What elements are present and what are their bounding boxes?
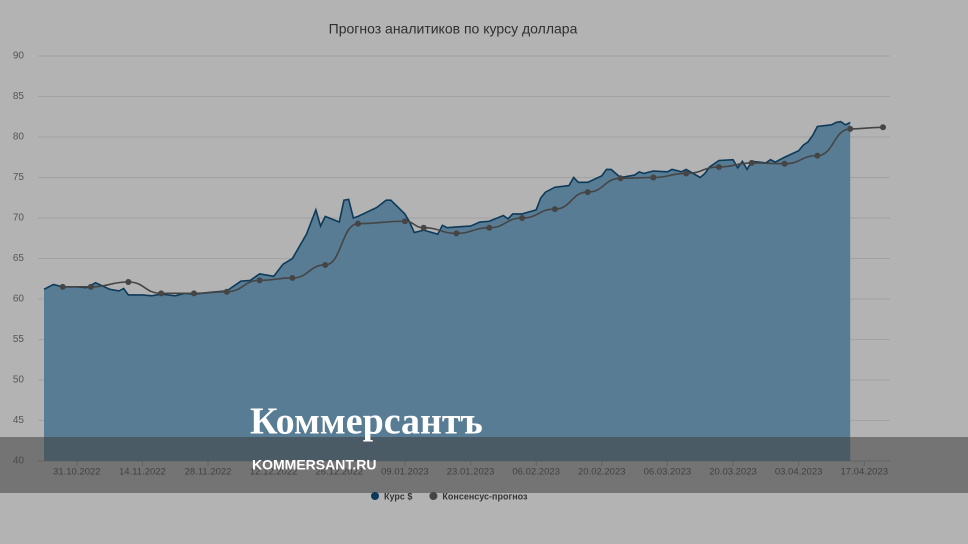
marker [190, 290, 197, 297]
legend: Курс $ Консенсус-прогноз [371, 491, 528, 501]
marker [847, 125, 854, 132]
line [62, 126, 884, 295]
y-tick-label: 50 [13, 375, 25, 386]
marker [781, 160, 788, 167]
marker [453, 230, 460, 237]
marker [715, 163, 722, 170]
marker [420, 224, 427, 231]
marker [355, 220, 362, 227]
marker [125, 278, 132, 285]
marker [401, 218, 408, 225]
marker [322, 261, 329, 268]
chart-title: Прогноз аналитиков по курсу доллара [329, 21, 578, 37]
y-tick-label: 60 [13, 294, 25, 305]
y-tick-label: 65 [13, 253, 25, 264]
marker [880, 124, 886, 131]
legend-label: Консенсус-прогноз [442, 491, 528, 501]
legend-marker [429, 492, 438, 500]
marker [519, 215, 526, 221]
marker [87, 283, 94, 290]
watermark-band [0, 437, 968, 493]
marker [617, 175, 624, 182]
marker [683, 170, 690, 177]
marker [748, 159, 755, 166]
y-tick-label: 55 [13, 334, 25, 345]
watermark-brand: Коммерсантъ [250, 401, 483, 443]
y-tick-label: 80 [13, 132, 25, 143]
marker [158, 290, 165, 297]
marker [59, 283, 66, 290]
watermark-site: KOMMERSANT.RU [252, 457, 376, 473]
y-tick-label: 70 [13, 213, 25, 224]
legend-marker [371, 492, 379, 500]
marker [584, 189, 591, 196]
legend-item[interactable]: Курс $ [371, 491, 412, 501]
legend-label: Курс $ [384, 491, 412, 501]
y-tick-label: 85 [13, 91, 25, 102]
legend-item[interactable]: Консенсус-прогноз [429, 491, 528, 501]
marker [289, 274, 296, 281]
marker [814, 152, 821, 159]
y-tick-label: 75 [13, 172, 25, 183]
plot-area: 404550556065707580859031.10.202214.11.20… [13, 51, 890, 478]
y-tick-label: 45 [13, 415, 25, 426]
y-tick-label: 90 [13, 51, 25, 62]
marker [650, 174, 657, 181]
marker [551, 206, 558, 213]
marker [223, 288, 230, 295]
marker [256, 277, 263, 284]
area [44, 121, 851, 462]
marker [486, 224, 493, 231]
